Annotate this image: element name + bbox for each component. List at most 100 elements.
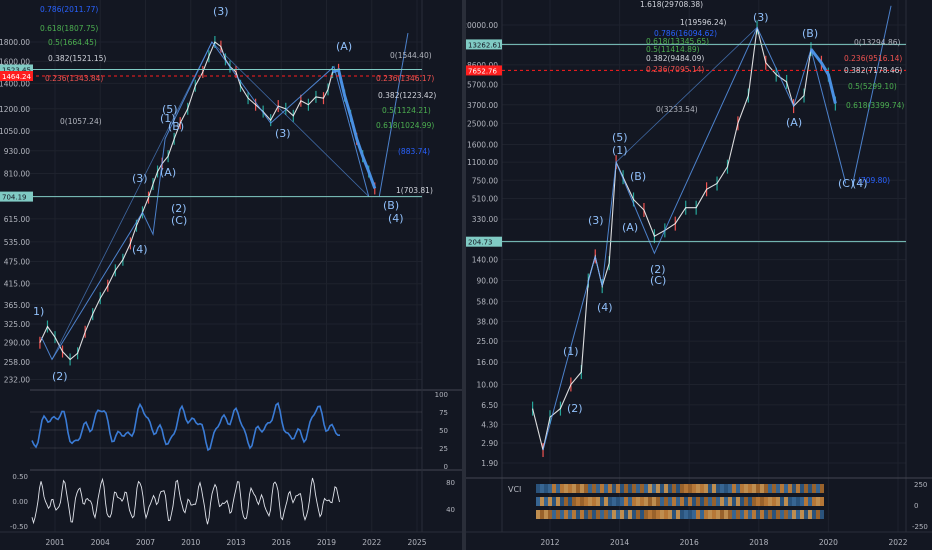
vci-band-cell [612,497,616,506]
vci-band-cell [640,484,644,493]
vci-band-cell [688,510,692,519]
vci-band-cell [736,497,740,506]
vci-band-cell [680,497,684,506]
elliott-wave-lines [542,26,847,451]
vci-band-cell [760,484,764,493]
vci-band-cell [664,510,668,519]
vci-band-cell [660,497,664,506]
vci-band-cell [788,484,792,493]
price-axis-tick: 615.00 [4,215,30,224]
vci-band-cell [716,484,720,493]
time-axis-tick: 2014 [610,538,629,547]
vci-band-cell [780,497,784,506]
vci-band-cell [720,510,724,519]
wave-label: 1) [33,305,44,318]
right-chart-panel: 1.618(29708.38) 1(19596.24) 0.786(16094.62… [466,0,932,550]
vci-band-cell [620,510,624,519]
vci-band-cell [544,497,548,506]
panel-divider[interactable] [462,0,466,550]
vci-band-cell [740,484,744,493]
price-axis-tick: 365.00 [4,301,30,310]
vci-band-cell [668,510,672,519]
time-axis-tick: 2004 [91,538,110,547]
vci-band-cell [764,497,768,506]
vci-band-cell [684,484,688,493]
vci-band-cell [720,497,724,506]
vci-band-cell [548,497,552,506]
vci-band-cell [616,497,620,506]
wave-label: (2) [171,202,187,215]
vci-band-cell [716,510,720,519]
vci-band-cell [624,497,628,506]
vci-band-cell [572,497,576,506]
vci-band-cell [644,484,648,493]
time-axis-tick: 2012 [540,538,559,547]
price-axis-tick: 1.90 [481,459,498,468]
price-badge [0,64,33,75]
fib-level-label: 0.786(16094.62) [654,29,717,38]
wave-label: (A) [160,166,176,179]
vci-band-cell [776,510,780,519]
vci-band-cell [608,510,612,519]
vci-band-cell [616,510,620,519]
elliott-channel-line [615,27,758,163]
vci-band-cell [700,510,704,519]
vci-band-cell [564,497,568,506]
vci-band-cell [788,510,792,519]
price-badge [0,71,33,82]
time-axis-tick: 2016 [272,538,291,547]
price-axis-tick: 330.00 [472,215,498,224]
vci-band-cell [552,510,556,519]
vci-band-cell [732,497,736,506]
vci-band-cell [660,510,664,519]
left-chart[interactable]: 0.786(2011.77) 0.618(1807.75) 0.5(1664.45)… [0,0,462,550]
vci-band-cell [764,510,768,519]
vci-band-cell [784,497,788,506]
vci-band-cell [668,497,672,506]
vci-band-cell [632,484,636,493]
vci-band-cell [752,510,756,519]
vci-band-cell [792,497,796,506]
vci-band-cell [560,497,564,506]
vci-band-cell [692,510,696,519]
wave-label: (3) [213,5,229,18]
vci-band-cell [748,497,752,506]
fib-level-label: (709.80) [858,176,890,185]
vci-band-cell [612,510,616,519]
price-axis-tick: 4.30 [481,420,498,429]
vci-band-cell [656,510,660,519]
vci-band-cell [796,497,800,506]
vci-band-cell [628,510,632,519]
vci-band-cell [676,497,680,506]
price-badge-label: 1523.45 [2,66,31,74]
oscillator-axis-tick: 0 [444,463,448,471]
price-badge [466,65,502,76]
wave-label: (2) [52,370,68,383]
vci-band-cell [820,484,824,493]
vci-band-cell [808,510,812,519]
vci-band-cell [648,484,652,493]
vci-band-cell [580,510,584,519]
price-axis-tick: 25.00 [477,337,499,346]
price-axis-tick: 475.00 [4,257,30,266]
vci-band-cell [612,484,616,493]
vci-band-cell [588,510,592,519]
vci-band-cell [684,497,688,506]
vci-band-cell [732,484,736,493]
wave-label: (B) [630,170,646,183]
wave-label: (2) [650,263,666,276]
vci-band-cell [596,510,600,519]
vci-band-cell [548,484,552,493]
fib-level-label: 0.236(1343.84) [45,74,103,83]
vci-band-cell [696,497,700,506]
elliott-channel-line [51,41,213,360]
price-axis-tick: 1600.00 [0,57,30,66]
oscillator-axis-tick: -0.50 [10,523,28,531]
vci-band-cell [736,484,740,493]
price-axis-tick: 10.00 [477,380,499,389]
right-chart[interactable]: 1.618(29708.38) 1(19596.24) 0.786(16094.62… [466,0,932,550]
price-axis-tick: 510.00 [472,195,498,204]
time-axis-tick: 2001 [45,538,64,547]
vci-band-cell [752,497,756,506]
fib-level-label: 0(3233.54) [656,105,698,114]
